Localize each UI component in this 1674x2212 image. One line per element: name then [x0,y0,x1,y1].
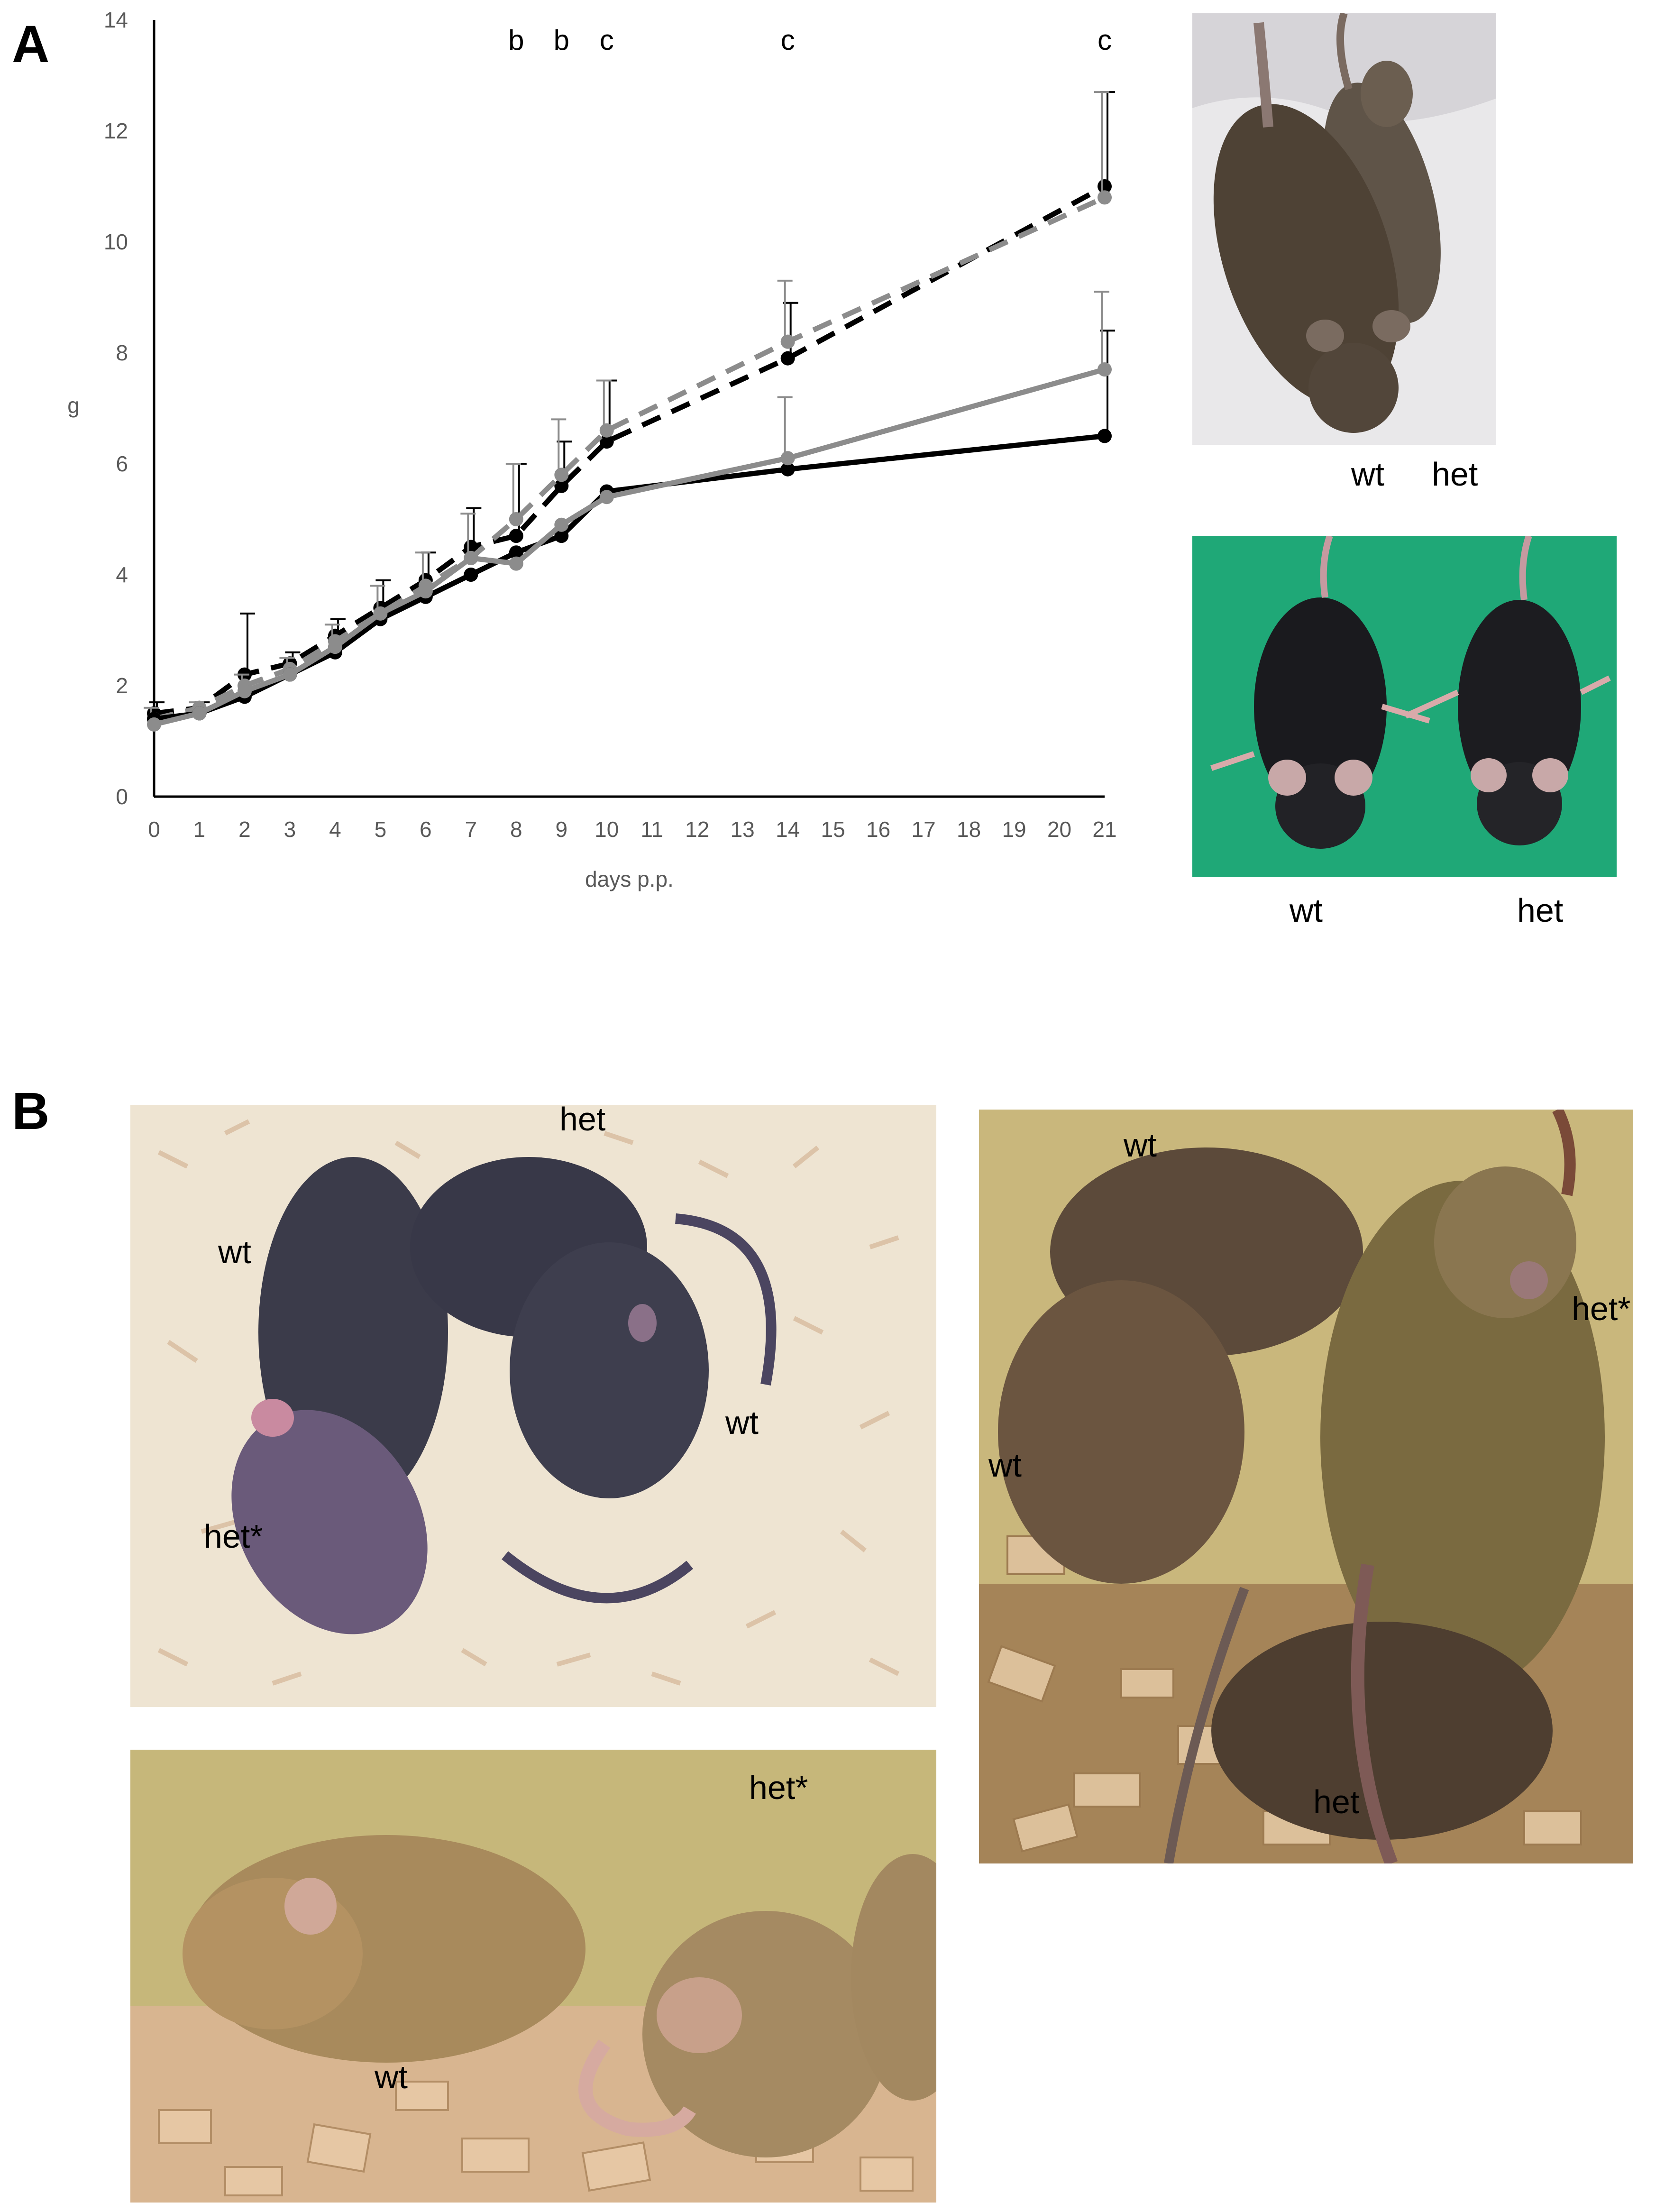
photo-a-top-label-wt: wt [1351,456,1384,493]
x-tick-label: 9 [555,817,567,842]
data-point [780,351,795,366]
photo-b-3-label-wt-top: wt [1124,1127,1157,1164]
photo-a-top-label-het: het [1432,456,1478,493]
y-tick-label: 6 [116,451,128,476]
x-tick-label: 10 [595,817,619,842]
x-tick-label: 11 [640,817,663,842]
x-tick-label: 12 [685,817,709,842]
x-tick-label: 13 [731,817,755,842]
data-point [1098,362,1112,377]
data-point [237,684,252,698]
y-tick-label: 8 [116,340,128,365]
data-point [464,568,478,582]
y-tick-label: 4 [116,562,128,587]
x-tick-label: 15 [821,817,845,842]
significance-label: b [554,24,569,56]
x-tick-label: 16 [866,817,890,842]
data-point [328,640,342,654]
data-point [464,551,478,565]
x-tick-label: 8 [510,817,522,842]
photo-a-bottom-label-het: het [1517,892,1564,929]
data-point [554,517,569,532]
data-point [509,529,523,543]
photo-b-1 [130,1105,936,1707]
y-tick-label: 10 [104,229,128,254]
significance-label: b [508,24,524,56]
data-point [780,334,795,349]
data-point [509,556,523,571]
data-point [373,606,388,621]
y-tick-label: 2 [116,673,128,698]
x-tick-label: 19 [1002,817,1026,842]
x-tick-label: 20 [1047,817,1071,842]
x-tick-label: 17 [912,817,936,842]
photo-b-3 [979,1110,1633,1863]
x-tick-label: 18 [957,817,981,842]
photo-b-1-label-wt-left: wt [218,1233,251,1270]
x-tick-label: 14 [776,817,800,842]
panel-a-letter: A [12,15,50,73]
y-tick-label: 12 [104,119,128,143]
x-tick-label: 21 [1092,817,1116,842]
photo-b-2-label-wt: wt [375,2058,408,2095]
data-point [599,423,614,438]
data-point [599,490,614,505]
data-point [509,545,523,560]
x-tick-label: 3 [284,817,296,842]
data-point [554,468,569,482]
photo-b-3-label-het: het [1313,1783,1360,1820]
data-point [554,478,569,493]
data-point [780,451,795,466]
data-point [1098,190,1112,205]
x-tick-label: 6 [420,817,432,842]
photo-b-2 [130,1750,936,2203]
series-line-2 [153,195,1106,722]
x-tick-label: 2 [238,817,251,842]
photo-b-1-label-wt-right: wt [725,1404,759,1441]
data-point [554,529,569,543]
y-tick-label: 0 [116,784,128,809]
data-point [1098,429,1112,443]
data-point [418,584,433,599]
photo-b-3-label-wt-left: wt [988,1447,1022,1484]
significance-label: c [600,24,614,56]
data-point [780,462,795,477]
photo-b-1-label-het-star: het* [204,1518,263,1555]
photo-b-3-label-het-star: het* [1572,1290,1631,1327]
photo-a-top [1192,13,1496,445]
photo-a-bottom [1192,536,1617,877]
x-tick-label: 0 [148,817,160,842]
y-axis-label: g [67,393,80,418]
x-axis-label: days p.p. [585,867,674,891]
x-tick-label: 4 [329,817,341,842]
y-tick-label: 14 [104,8,128,32]
data-point [509,512,523,526]
data-point [283,667,297,682]
photo-b-1-label-het: het [559,1101,606,1138]
panel-b-letter: B [12,1082,50,1140]
photo-b-2-label-het-star: het* [749,1769,808,1806]
data-point [147,717,161,732]
significance-label: c [1098,24,1112,56]
x-tick-label: 1 [193,817,206,842]
data-point [192,706,207,721]
significance-label: c [781,24,795,56]
photo-a-bottom-label-wt: wt [1290,892,1323,929]
x-tick-label: 5 [375,817,387,842]
data-point [599,434,614,449]
series-line-4 [153,367,1106,727]
x-tick-label: 7 [465,817,477,842]
